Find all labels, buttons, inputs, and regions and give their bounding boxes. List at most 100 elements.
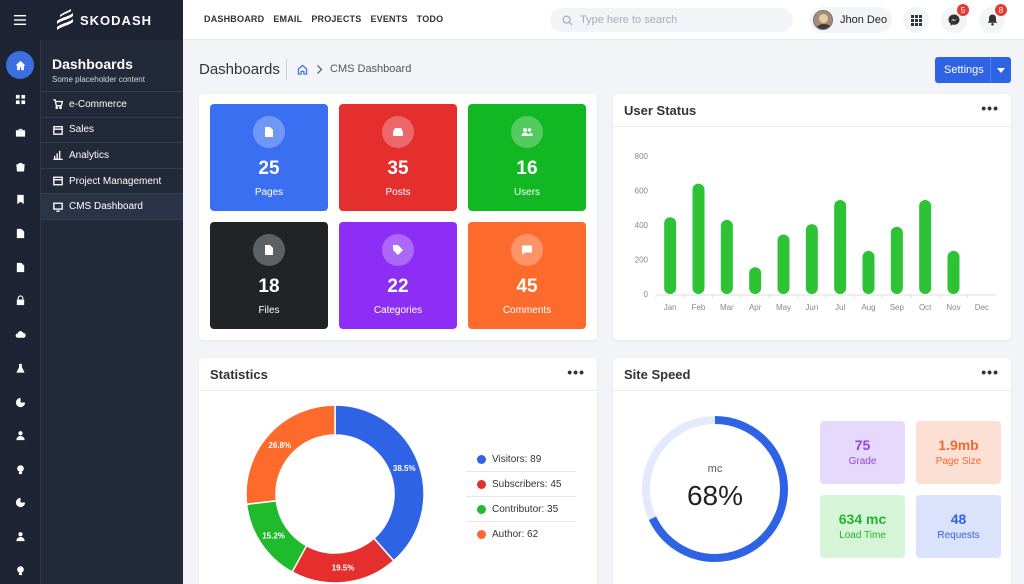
speed-box-label: Requests (937, 530, 980, 541)
rail-bag[interactable] (6, 152, 34, 180)
rail-person-2[interactable] (6, 522, 34, 550)
rail-lock[interactable] (6, 286, 34, 314)
apps-button[interactable] (903, 7, 929, 33)
users-icon (521, 128, 533, 136)
home-icon[interactable] (297, 64, 308, 75)
rail-document[interactable] (6, 253, 34, 281)
breadcrumb-divider (286, 58, 287, 80)
cloud-upload-icon (15, 330, 26, 338)
tile-categories[interactable]: 22 Categories (339, 222, 457, 329)
settings-button[interactable]: Settings (935, 57, 1011, 83)
speed-box-page-size: 1.9mb Page Size (916, 421, 1001, 484)
sidebar-item-sales[interactable]: Sales (41, 118, 183, 144)
nav-todo[interactable]: TODO (416, 14, 444, 24)
tile-icon-wrap (511, 234, 543, 266)
sidebar-item-label: e-Commerce (69, 98, 127, 110)
rail-file[interactable] (6, 219, 34, 247)
tile-pages[interactable]: 25 Pages (210, 104, 328, 211)
rail-apps[interactable] (6, 85, 34, 113)
sidebar-item-label: CMS Dashboard (69, 201, 143, 213)
slice-label: 26.8% (268, 441, 291, 450)
x-tick-label: Oct (919, 303, 932, 312)
card-header: Site Speed ••• (613, 358, 1011, 391)
speed-box-requests: 48 Requests (916, 495, 1001, 558)
bar-jul[interactable] (834, 199, 847, 294)
tag-icon (393, 245, 403, 255)
search-input[interactable] (580, 14, 780, 26)
sidebar-item-analytics[interactable]: Analytics (41, 143, 183, 169)
y-tick-label: 400 (635, 221, 649, 230)
bar-may[interactable] (777, 234, 790, 294)
briefcase-icon (15, 128, 25, 137)
bar-jan[interactable] (664, 217, 677, 294)
speed-box-value: 48 (950, 511, 967, 527)
comment-icon (522, 245, 532, 255)
messenger-icon (948, 14, 960, 26)
nav-email[interactable]: EMAIL (273, 14, 303, 24)
bar-jun[interactable] (805, 224, 818, 294)
nav-events[interactable]: EVENTS (370, 14, 408, 24)
x-tick-label: Dec (975, 303, 989, 312)
rail-pie-2[interactable] (6, 488, 34, 516)
legend-dot (477, 530, 486, 539)
chevron-right-icon (317, 65, 323, 74)
bar-mar[interactable] (720, 219, 733, 294)
sidebar-item-cms-dashboard[interactable]: CMS Dashboard (41, 194, 183, 220)
rail-bookmark[interactable] (6, 185, 34, 213)
nav-projects[interactable]: PROJECTS (311, 14, 362, 24)
grid-icon (910, 14, 922, 26)
settings-dropdown-toggle[interactable] (990, 57, 1011, 83)
slice-visitors[interactable] (334, 404, 425, 562)
rail-pie[interactable] (6, 388, 34, 416)
sidebar-item-project-management[interactable]: Project Management (41, 169, 183, 195)
caret-down-icon (997, 67, 1005, 73)
speed-box-grade: 75 Grade (820, 421, 905, 484)
hamburger-icon (14, 15, 26, 25)
tile-files[interactable]: 18 Files (210, 222, 328, 329)
sidebar-item-ecommerce[interactable]: e-Commerce (41, 92, 183, 118)
pie-chart-icon (15, 397, 25, 407)
rail-briefcase[interactable] (6, 118, 34, 146)
rail-cloud[interactable] (6, 320, 34, 348)
rail-bulb-2[interactable] (6, 556, 34, 584)
slice-author[interactable] (245, 404, 336, 506)
person-icon (15, 430, 25, 440)
more-options-icon[interactable]: ••• (981, 364, 999, 380)
x-tick-label: Sep (890, 303, 905, 312)
bulb-icon (16, 565, 24, 575)
rail-flask[interactable] (6, 354, 34, 382)
messages-button[interactable]: 5 (941, 4, 969, 33)
topbar: SKODASH DASHBOARD EMAIL PROJECTS EVENTS … (0, 0, 1024, 40)
sidebar-item-label: Project Management (69, 175, 162, 187)
tile-label: Comments (502, 305, 552, 316)
logo[interactable]: SKODASH (40, 0, 183, 40)
more-options-icon[interactable]: ••• (567, 364, 585, 380)
nav-dashboard[interactable]: DASHBOARD (204, 14, 265, 24)
slice-subscribers[interactable] (291, 537, 395, 584)
bar-apr[interactable] (749, 267, 762, 294)
speed-box-label: Grade (848, 456, 877, 467)
statistics-donut-chart: 38.5% 19.5% 15.2% 26.8% (245, 404, 425, 584)
rail-bulb[interactable] (6, 455, 34, 483)
legend-label: Subscribers: 45 (492, 478, 562, 490)
more-options-icon[interactable]: ••• (981, 100, 999, 116)
bar-feb[interactable] (692, 183, 705, 294)
avatar (813, 10, 833, 30)
tile-comments[interactable]: 45 Comments (468, 222, 586, 329)
tile-posts[interactable]: 35 Posts (339, 104, 457, 211)
bar-sep[interactable] (890, 226, 903, 294)
inbox-icon (393, 128, 403, 136)
bar-nov[interactable] (947, 250, 960, 294)
tile-value: 45 (516, 276, 538, 297)
brand-name: SKODASH (80, 12, 153, 28)
bar-aug[interactable] (862, 250, 875, 294)
notifications-button[interactable]: 8 (979, 4, 1007, 33)
rail-home[interactable] (6, 51, 34, 79)
tile-users[interactable]: 16 Users (468, 104, 586, 211)
bar-oct[interactable] (919, 199, 932, 294)
x-tick-label: May (776, 303, 791, 312)
rail-person[interactable] (6, 421, 34, 449)
tile-value: 16 (516, 158, 538, 179)
user-menu[interactable]: Jhon Deo (810, 7, 892, 33)
menu-toggle-button[interactable] (0, 0, 40, 40)
